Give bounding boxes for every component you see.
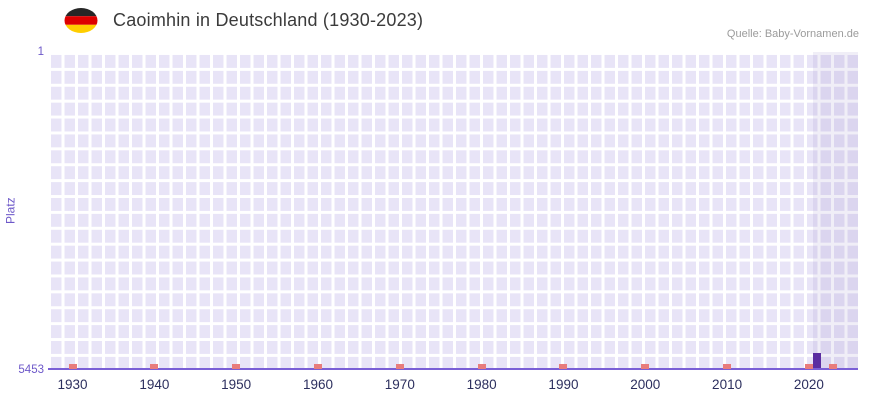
x-tick-1970: 1970: [384, 377, 415, 392]
germany-flag-icon: [64, 8, 98, 33]
x-tick-2020: 2020: [793, 377, 824, 392]
unranked-marker-1950: [232, 364, 241, 369]
y-axis-title: Platz: [3, 197, 18, 225]
unranked-marker-2000: [641, 364, 650, 369]
x-tick-2000: 2000: [630, 377, 661, 392]
unranked-marker-2023: [829, 364, 838, 369]
y-tick-bottom: 5453: [18, 364, 44, 376]
unranked-marker-1930: [68, 364, 77, 369]
x-tick-1950: 1950: [221, 377, 252, 392]
x-axis: 1930 1940 1950 1960 1970 1980 1990 2000 2010 2020: [48, 377, 858, 397]
x-tick-1940: 1940: [139, 377, 170, 392]
unranked-marker-2010: [723, 364, 732, 369]
plot-area: [48, 52, 858, 370]
x-tick-1980: 1980: [466, 377, 497, 392]
y-tick-top: 1: [37, 46, 44, 58]
unranked-marker-1990: [559, 364, 568, 369]
x-tick-1930: 1930: [57, 377, 88, 392]
unranked-marker-2020: [804, 364, 813, 369]
unranked-marker-1960: [313, 364, 322, 369]
rank-bar-2021: [813, 353, 822, 368]
highlight-band: [813, 52, 858, 368]
page-title: Caoimhin in Deutschland (1930-2023): [113, 10, 424, 30]
unranked-marker-1940: [150, 364, 159, 369]
unranked-marker-1980: [477, 364, 486, 369]
chart-header: Caoimhin in Deutschland (1930-2023): [64, 7, 423, 34]
x-tick-2010: 2010: [712, 377, 743, 392]
source-credit: Quelle: Baby-Vornamen.de: [726, 28, 859, 40]
x-tick-1960: 1960: [302, 377, 334, 392]
unranked-marker-1970: [395, 364, 404, 369]
x-tick-1990: 1990: [548, 377, 579, 392]
